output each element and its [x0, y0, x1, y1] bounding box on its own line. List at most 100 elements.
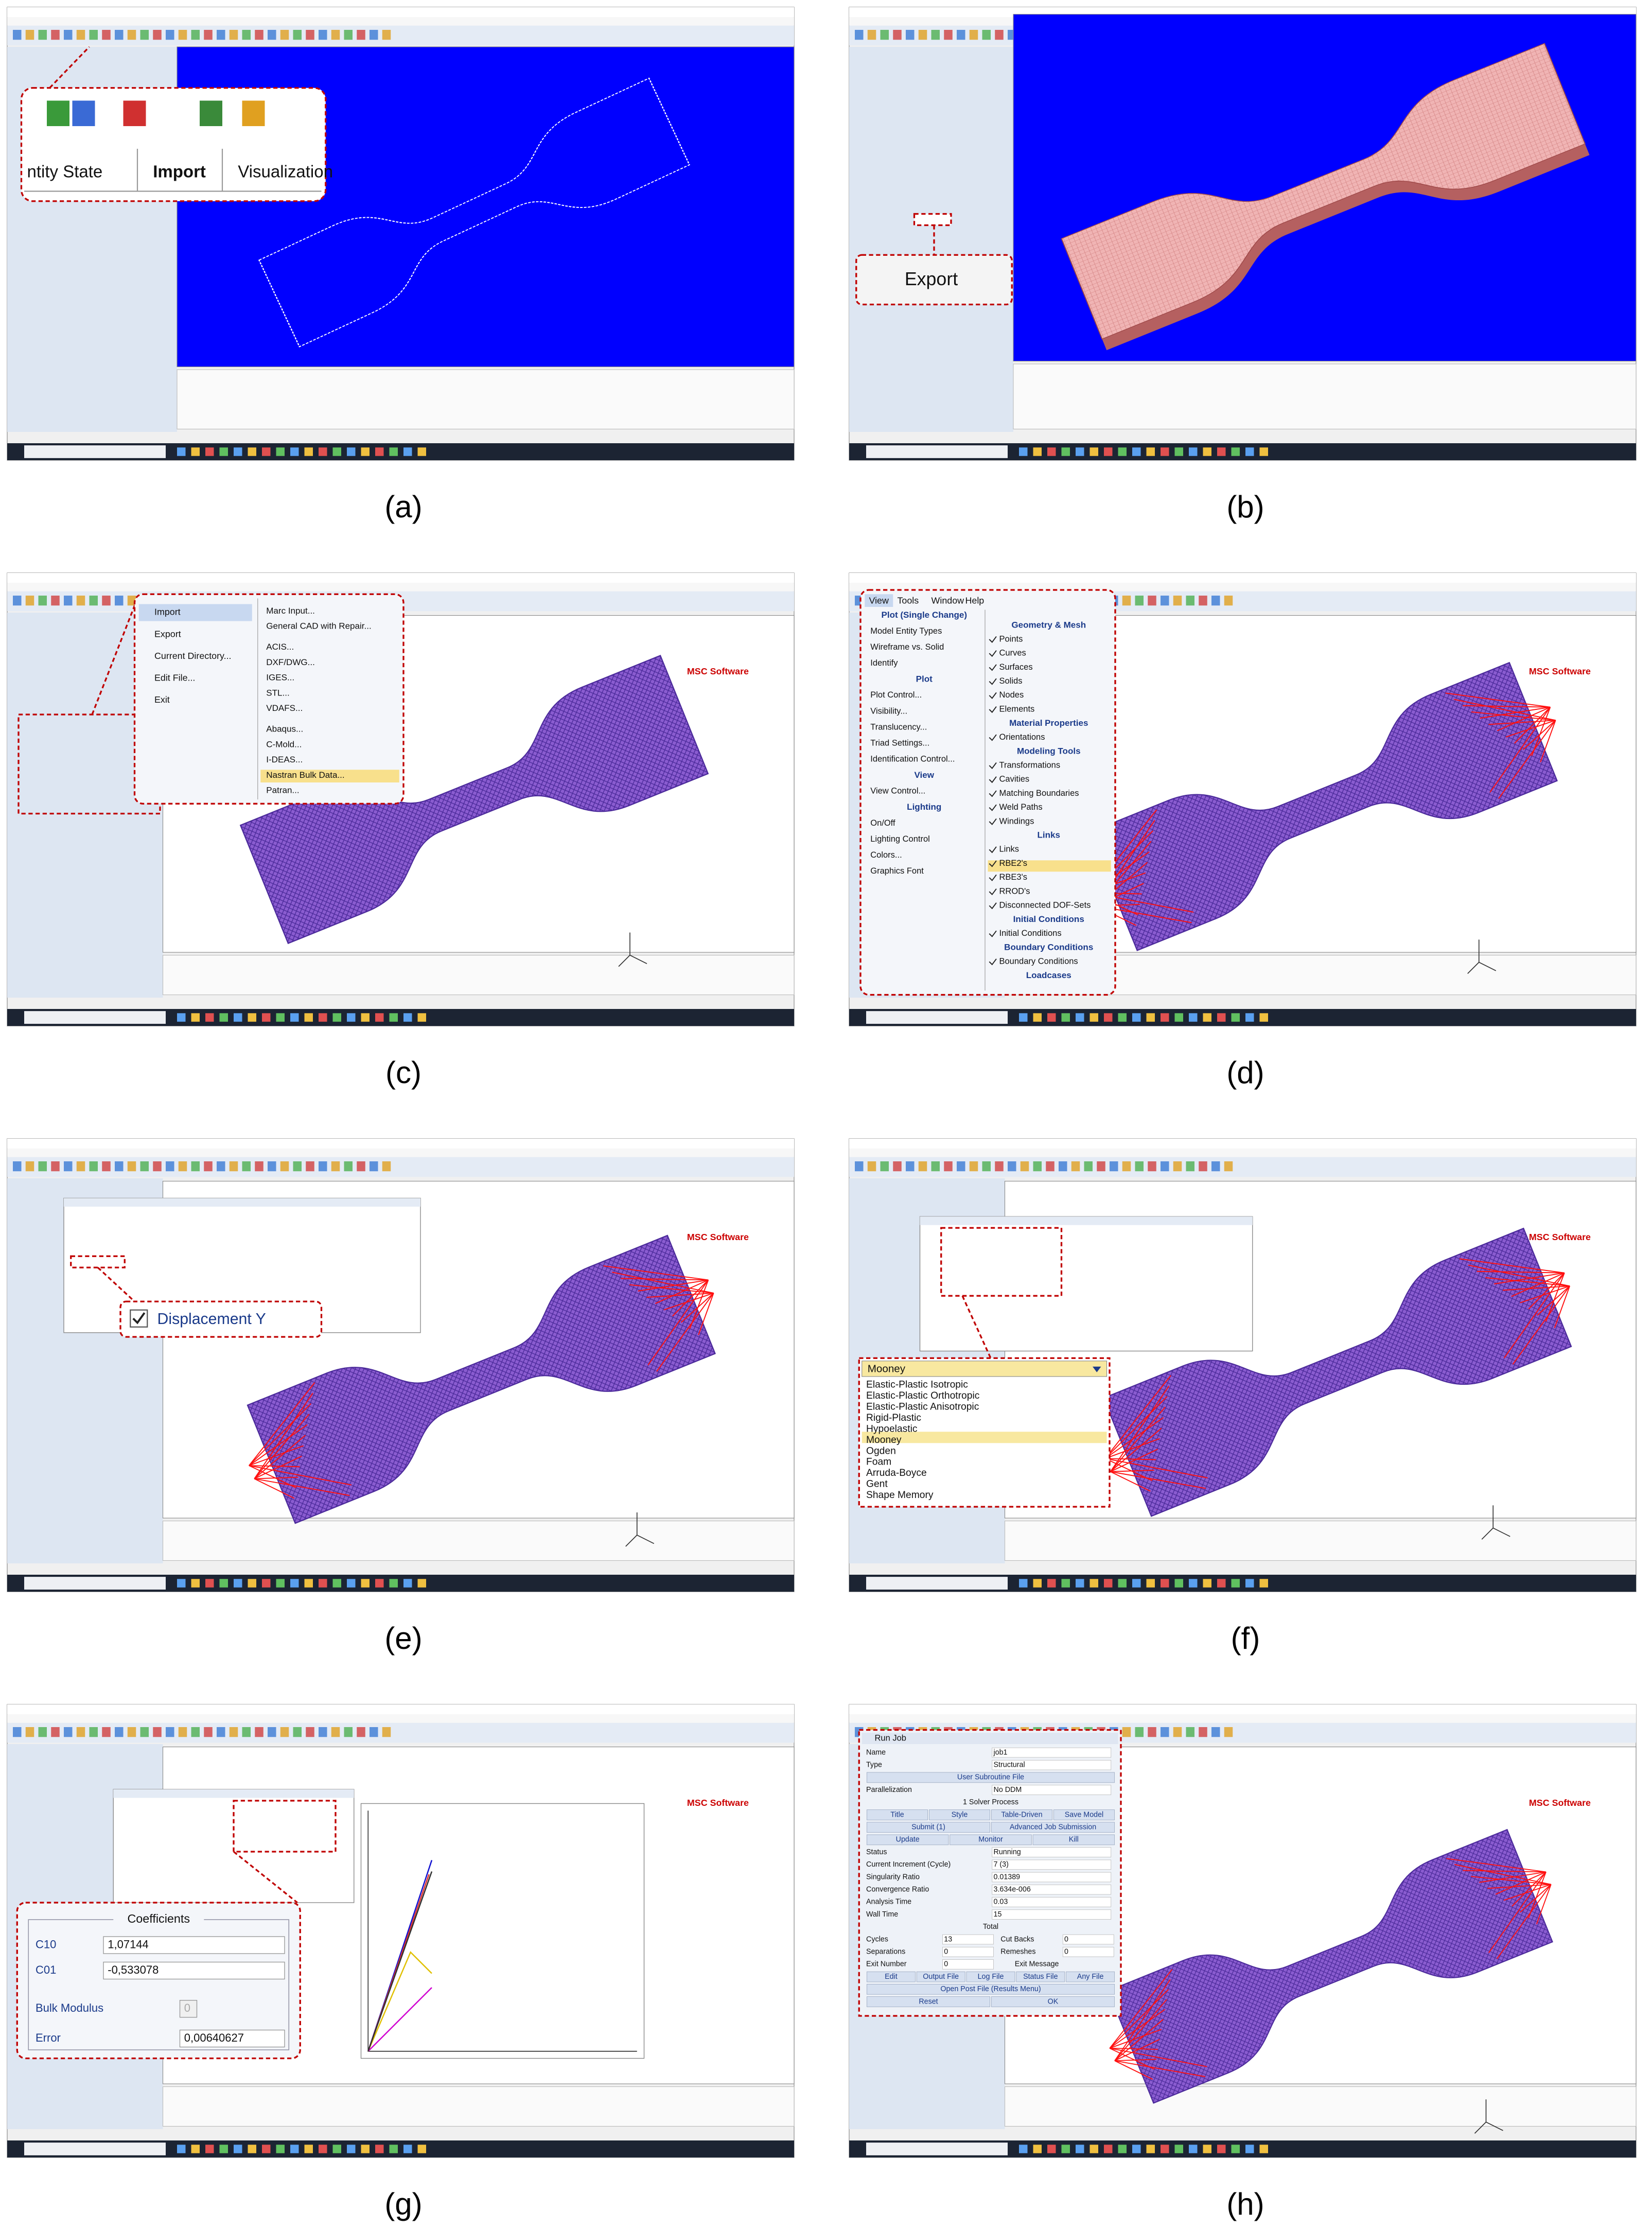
rbe-link	[1531, 707, 1551, 756]
option-highlight	[862, 1432, 1107, 1443]
tool-icon	[51, 30, 60, 40]
menu-bar	[7, 1714, 794, 1723]
rbe-link	[1463, 1870, 1546, 1873]
field-box	[1062, 1934, 1114, 1945]
taskbar-icon	[1146, 2145, 1155, 2153]
menu-item: Colors...	[870, 850, 902, 860]
tool-icon	[357, 1161, 365, 1172]
menu-item: Identification Control...	[870, 755, 955, 764]
option: Elastic-Plastic Isotropic	[866, 1380, 968, 1390]
button	[966, 1971, 1015, 1982]
logo: MSC Software	[1529, 1798, 1591, 1808]
menu-item: Exit	[154, 694, 170, 705]
taskbar-icon	[177, 447, 186, 456]
menu-item: Nodes	[999, 690, 1024, 700]
logo: MSC Software	[1529, 666, 1591, 676]
tool-icon	[867, 1161, 876, 1172]
taskbar-icon	[417, 2145, 426, 2153]
field-label: Analysis Time	[866, 1898, 911, 1906]
menu-heading: Plot (Single Change)	[881, 610, 967, 620]
taskbar-icon	[1132, 1013, 1141, 1022]
rbe-link	[1480, 706, 1551, 719]
triad	[1474, 2099, 1503, 2134]
tool-icon	[982, 1161, 991, 1172]
dialog-title	[113, 1789, 354, 1798]
button-label: User Subroutine File	[957, 1773, 1024, 1782]
field-label: Current Increment (Cycle)	[866, 1860, 951, 1869]
tool-icon	[102, 596, 111, 606]
tool-icon	[1173, 596, 1182, 606]
tool-icon	[166, 1727, 174, 1737]
caption: (g)	[384, 2187, 422, 2221]
tool-icon	[115, 1727, 124, 1737]
tool-icon	[1161, 1161, 1169, 1172]
field-value: 0	[1064, 1947, 1068, 1956]
check	[989, 874, 997, 881]
tool-icon	[115, 30, 124, 40]
rbe-link	[254, 1435, 306, 1479]
tool-icon	[1173, 1727, 1182, 1737]
taskbar-icon	[304, 447, 313, 456]
taskbar-icon	[347, 2145, 356, 2153]
tool-icon	[1059, 1161, 1067, 1172]
taskbar-icon	[177, 2145, 186, 2153]
taskbar-icon	[1161, 1579, 1169, 1588]
check	[989, 692, 997, 699]
dropdown-field	[862, 1361, 1108, 1377]
specimen	[1102, 1227, 1572, 1517]
tool-icon	[1046, 1161, 1055, 1172]
menu-highlight	[988, 860, 1111, 872]
tool-icon	[191, 1727, 200, 1737]
taskbar-icon	[248, 447, 256, 456]
command-area	[162, 2086, 795, 2127]
taskbar-icon	[219, 1579, 228, 1588]
tool-icon	[127, 1161, 136, 1172]
rbe-link	[1505, 720, 1556, 738]
taskbar-icon	[361, 447, 370, 456]
rbe-link	[1463, 705, 1551, 708]
callout-leader	[97, 1267, 135, 1302]
title-bar	[849, 1704, 1636, 1715]
taskbar-icon	[1089, 447, 1098, 456]
field-value: Structural	[994, 1761, 1025, 1769]
tool-icon	[918, 30, 927, 40]
taskbar-icon	[347, 447, 356, 456]
tool-icon	[293, 30, 302, 40]
tool-icon	[64, 1161, 73, 1172]
taskbar-icon	[403, 447, 412, 456]
taskbar-icon	[219, 447, 228, 456]
screenshot: MSC Software Coefficients C10 1,07144 C01 -0,…	[7, 1704, 795, 2158]
callout-leader	[49, 46, 90, 89]
menu-item: Lighting Control	[870, 834, 930, 844]
taskbar-icon	[403, 1579, 412, 1588]
icon	[72, 100, 95, 126]
rbe-link	[1105, 1458, 1156, 1460]
taskbar-icon	[1217, 1579, 1226, 1588]
taskbar-icon	[1089, 2145, 1098, 2153]
tool-icon	[1135, 1727, 1144, 1737]
tool-icon	[370, 1161, 378, 1172]
tool-icon	[280, 1161, 289, 1172]
menu-item: Graphics Font	[870, 866, 924, 876]
tool-icon	[178, 30, 187, 40]
field-label: Convergence Ratio	[866, 1885, 929, 1893]
taskbar-icon	[248, 2145, 256, 2153]
tool-icon	[855, 30, 864, 40]
taskbar-icon	[276, 1013, 285, 1022]
taskbar-icon	[1076, 2145, 1084, 2153]
tool-icon	[1186, 1727, 1194, 1737]
tool-icon	[1122, 1727, 1131, 1737]
tool-icon	[140, 1727, 149, 1737]
taskbar-icon	[1019, 447, 1028, 456]
menu-heading: Geometry & Mesh	[1011, 620, 1086, 630]
taskbar-icon	[1203, 1013, 1211, 1022]
field-label: Cycles	[866, 1935, 888, 1943]
tool-icon	[204, 1161, 213, 1172]
taskbar-icon	[304, 2145, 313, 2153]
search-box	[866, 1577, 1008, 1590]
tool-icon	[242, 1161, 251, 1172]
small-list	[940, 1227, 1063, 1297]
tool-icon	[1211, 1161, 1220, 1172]
button	[866, 1834, 949, 1845]
curve	[367, 1987, 432, 2052]
